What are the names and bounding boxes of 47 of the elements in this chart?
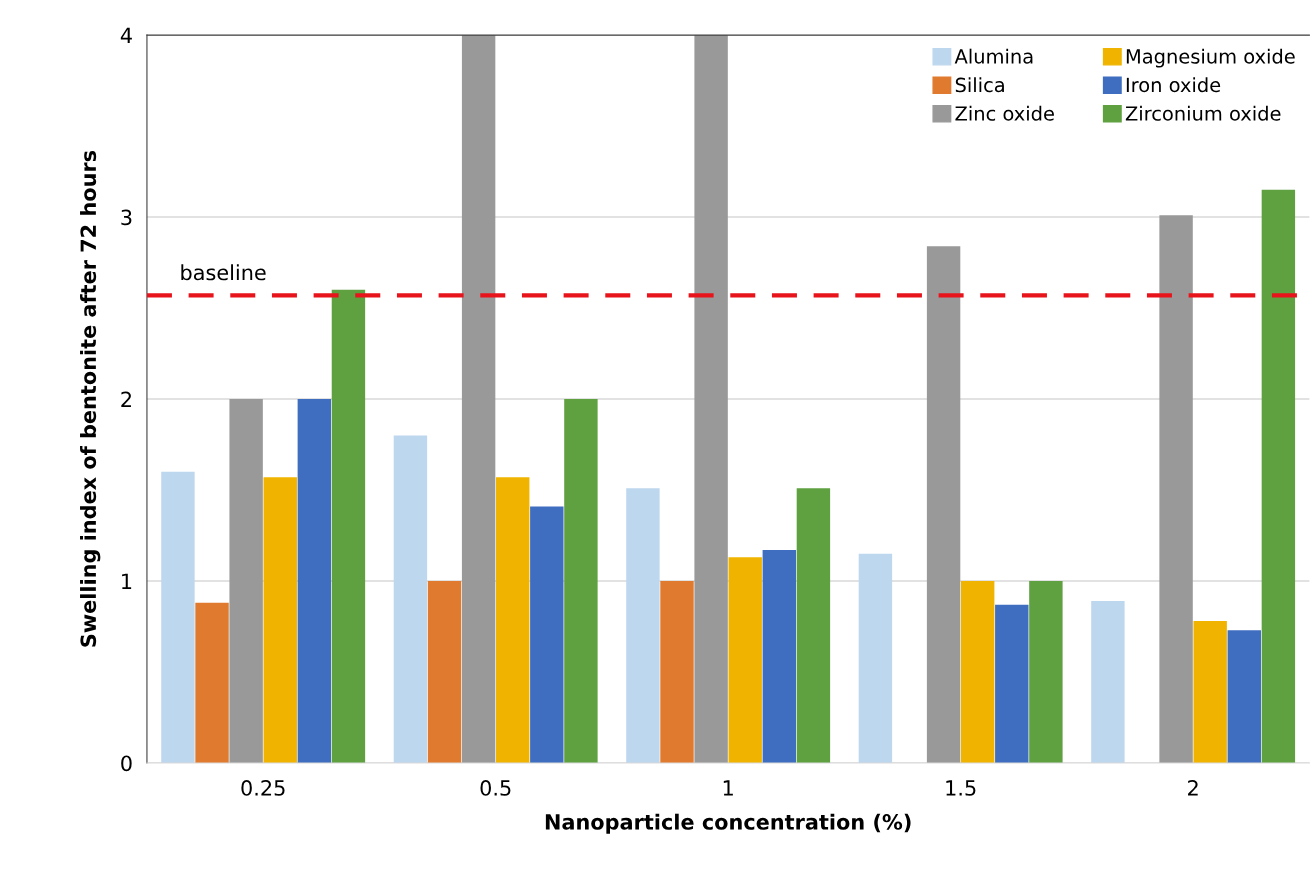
y-tick-label: 1 [122,573,132,589]
bar [926,246,961,763]
legend-label: Alumina [954,48,1033,64]
x-tick-label: 0.5 [480,780,511,796]
legend-label: Iron oxide [1126,77,1221,93]
bar [530,506,564,763]
bar [427,581,462,763]
bar [195,602,229,763]
bar [229,399,263,763]
bar [331,289,366,763]
bar [995,604,1029,763]
bar [694,35,728,763]
y-axis-title: Swelling index of bentonite after 72 hours [80,150,101,647]
legend-label: Zirconium oxide [1125,105,1281,121]
y-tick-label: 0 [121,755,132,772]
bar [858,553,893,763]
bar [161,471,195,763]
legend-label: Magnesium oxide [1126,48,1295,68]
legend-label: Silica [955,77,1004,93]
bar [564,399,598,763]
x-tick-label: 0.25 [241,780,285,796]
y-tick-label: 3 [121,209,132,226]
bar [1193,621,1227,763]
x-tick-label: 1.5 [946,780,976,796]
bar [762,550,797,763]
legend-label: Zinc oxide [955,105,1054,121]
bar [1159,215,1193,763]
x-axis-title: Nanoparticle concentration (%) [545,813,911,834]
x-tick-label: 2 [1188,780,1198,796]
bar [496,477,530,763]
bar [393,435,428,763]
ref-line-label: baseline [181,264,266,281]
bar [263,477,297,763]
bar [1227,630,1261,763]
bar [660,581,694,763]
bar [297,399,332,763]
bar [626,488,660,763]
bar [461,35,496,763]
bar [960,581,995,763]
bar [728,557,762,763]
y-tick-label: 2 [121,391,131,407]
bar [1091,601,1125,763]
bar [1261,189,1296,763]
y-tick-label: 4 [120,27,132,43]
bar [796,488,831,763]
bar [1029,581,1063,763]
x-tick-label: 1 [723,780,733,796]
